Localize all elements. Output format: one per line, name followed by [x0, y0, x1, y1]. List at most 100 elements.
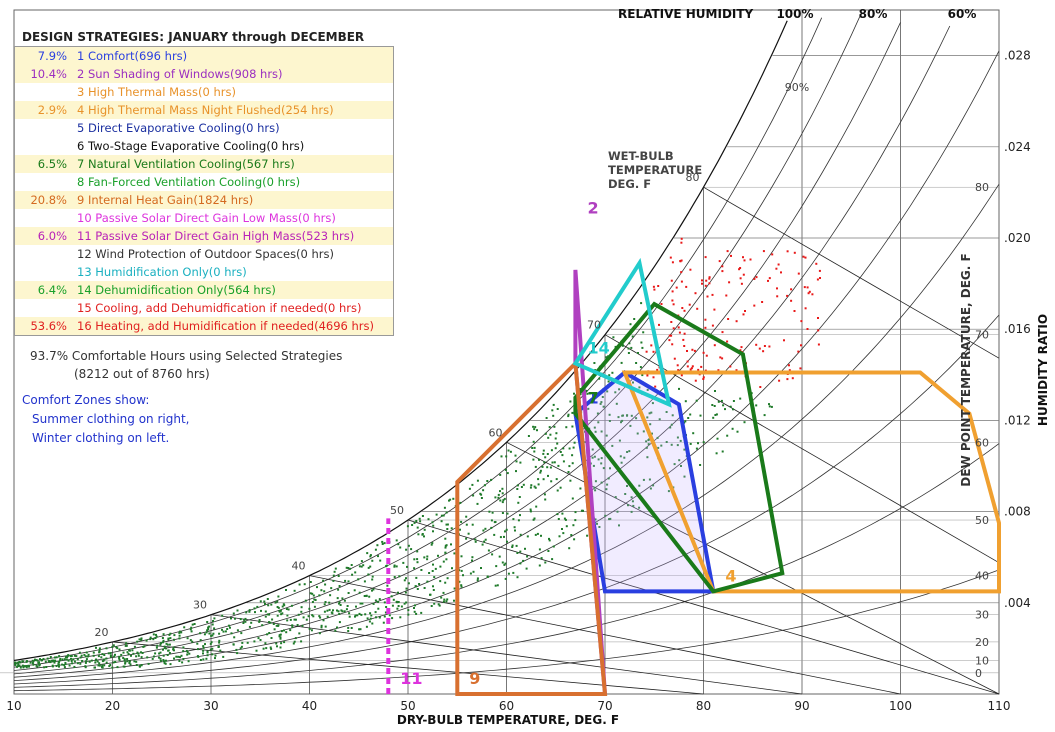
data-point	[118, 648, 121, 651]
data-point	[123, 659, 126, 662]
data-point	[607, 380, 610, 383]
data-point	[324, 583, 327, 586]
data-point	[391, 617, 394, 620]
data-point	[571, 497, 574, 500]
data-point	[300, 640, 303, 643]
data-point	[19, 661, 22, 664]
data-point	[268, 621, 270, 624]
data-point	[540, 557, 543, 560]
data-point	[626, 485, 628, 487]
data-point	[494, 496, 497, 499]
data-point	[120, 653, 123, 656]
zone-4-label: 4	[725, 566, 736, 585]
data-point	[440, 520, 443, 523]
data-point	[735, 320, 738, 323]
data-point	[318, 615, 321, 618]
hourly-data-points	[14, 237, 821, 669]
data-point	[702, 376, 705, 379]
data-point	[413, 521, 416, 524]
data-point	[212, 632, 215, 635]
data-point	[647, 443, 650, 446]
data-point	[395, 539, 398, 542]
data-point	[702, 378, 705, 380]
data-point	[629, 424, 632, 427]
data-point	[742, 273, 745, 276]
data-point	[337, 575, 340, 577]
data-point	[101, 664, 104, 667]
data-point	[445, 544, 448, 547]
data-point	[562, 447, 565, 450]
data-point	[432, 530, 434, 533]
data-point	[660, 303, 663, 305]
data-point	[437, 554, 439, 557]
data-point	[397, 605, 400, 607]
data-point	[76, 662, 79, 665]
data-point	[770, 405, 773, 408]
data-point	[50, 659, 53, 662]
data-point	[234, 617, 236, 620]
data-point	[402, 561, 405, 564]
data-point	[638, 386, 641, 389]
data-point	[379, 559, 382, 562]
data-point	[413, 567, 416, 570]
data-point	[630, 510, 633, 513]
data-point	[393, 565, 396, 568]
data-point	[600, 457, 603, 460]
data-point	[267, 604, 270, 607]
data-point	[680, 271, 683, 274]
data-point	[426, 558, 429, 561]
data-point	[421, 515, 424, 517]
data-point	[269, 646, 272, 649]
data-point	[708, 277, 711, 280]
rh-curve	[13, 183, 1000, 681]
data-point	[483, 540, 486, 543]
data-point	[293, 618, 296, 621]
data-point	[718, 260, 721, 263]
data-point	[278, 634, 281, 637]
data-point	[54, 659, 57, 662]
data-point	[173, 638, 175, 641]
rh-inline-label: 90%	[785, 81, 809, 94]
legend-item-percent: 6.4%	[37, 283, 67, 297]
saturation-curve	[13, 20, 788, 662]
data-point	[207, 628, 210, 631]
data-point	[324, 601, 327, 603]
data-point	[345, 608, 348, 611]
data-point	[442, 514, 445, 517]
data-point	[458, 580, 461, 583]
dewpoint-tick-label: 60	[975, 436, 989, 449]
data-point	[369, 554, 372, 557]
data-point	[92, 654, 95, 657]
data-point	[415, 520, 418, 522]
data-point	[391, 604, 394, 607]
data-point	[178, 631, 181, 634]
data-point	[369, 617, 372, 620]
data-point	[704, 326, 707, 329]
wetbulb-tick-label: 20	[95, 626, 109, 639]
data-point	[802, 255, 805, 258]
data-point	[671, 290, 674, 293]
data-point	[776, 287, 778, 290]
data-point	[800, 344, 802, 347]
data-point	[280, 642, 283, 645]
data-point	[480, 493, 483, 496]
data-point	[185, 649, 188, 652]
data-point	[539, 469, 542, 472]
data-point	[688, 303, 691, 306]
data-point	[266, 613, 269, 616]
data-point	[311, 601, 314, 603]
data-point	[410, 548, 413, 551]
data-point	[312, 594, 315, 597]
data-point	[656, 368, 659, 371]
data-point	[397, 591, 399, 594]
data-point	[399, 546, 402, 549]
data-point	[338, 601, 341, 604]
data-point	[562, 460, 565, 463]
legend-title: DESIGN STRATEGIES: JANUARY through DECEM…	[22, 30, 365, 44]
data-point	[496, 584, 499, 587]
data-point	[657, 285, 660, 287]
data-point	[635, 362, 638, 364]
data-point	[54, 656, 56, 659]
data-point	[498, 555, 501, 558]
data-point	[169, 663, 172, 666]
